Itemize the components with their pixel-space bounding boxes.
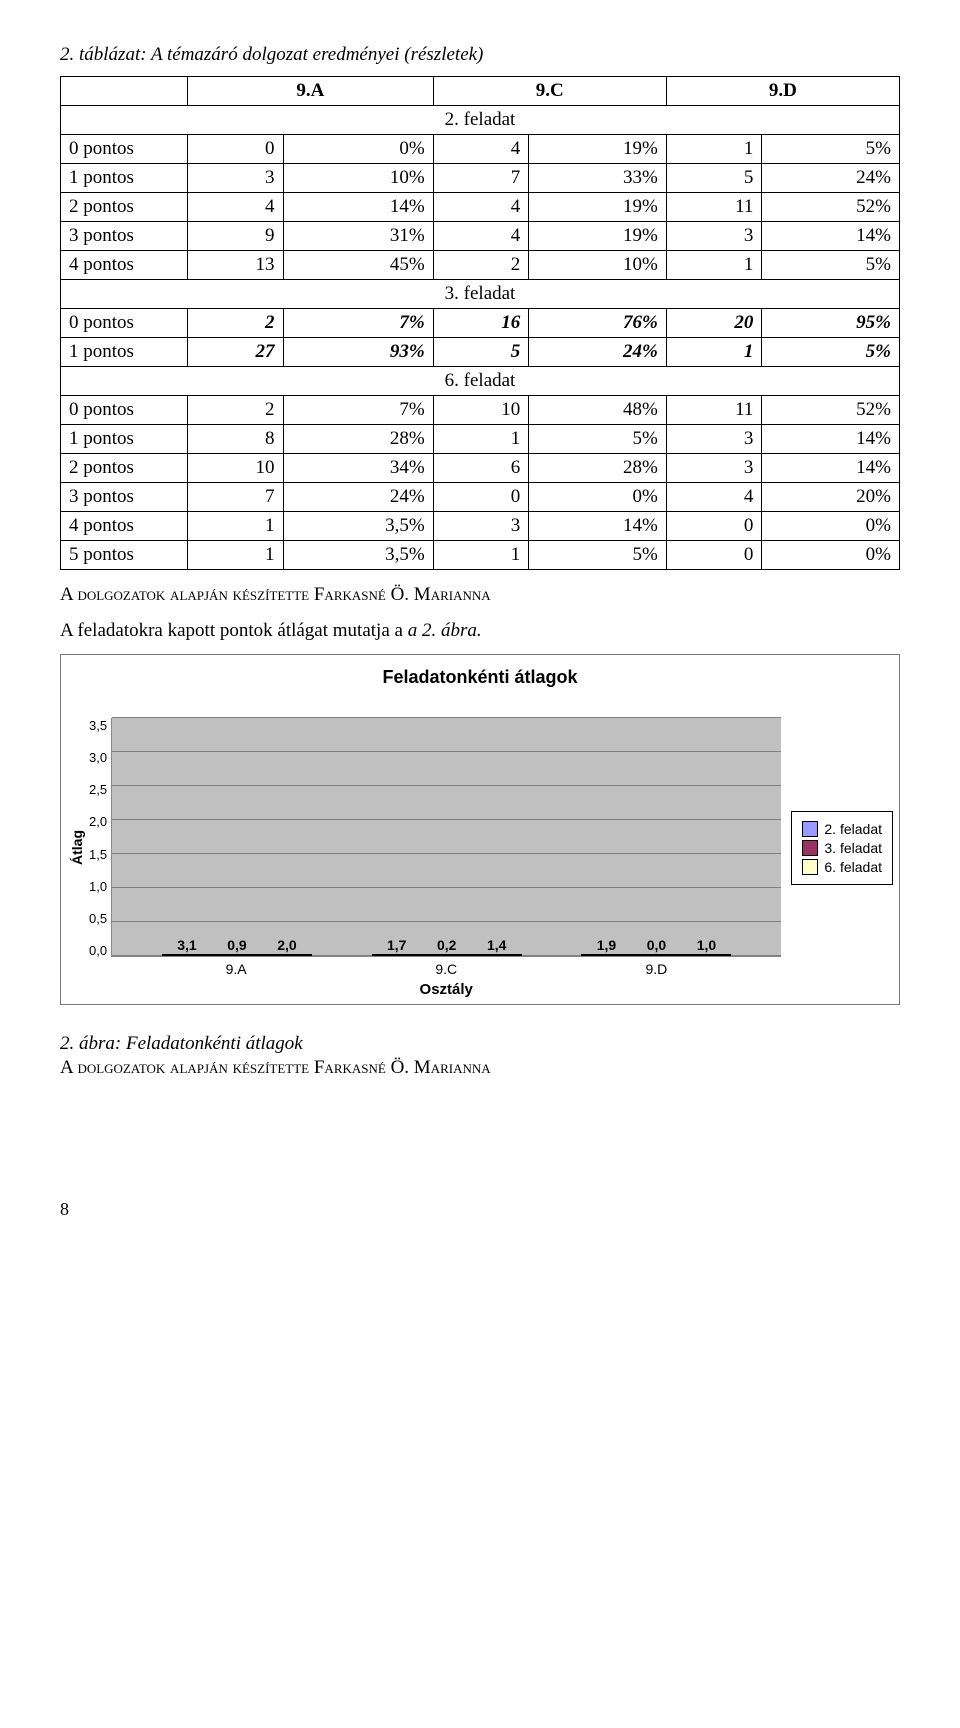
chart-body: Átlag 0,00,51,01,52,02,53,03,5 3,10,92,0… bbox=[67, 698, 893, 998]
bar: 1,7 bbox=[372, 954, 422, 956]
bar: 0,9 bbox=[212, 954, 262, 956]
table-row: 0 pontos27%1048%1152% bbox=[61, 396, 900, 425]
table-row: 3 pontos724%00%420% bbox=[61, 483, 900, 512]
section-row: 6. feladat bbox=[61, 367, 900, 396]
legend-item: 3. feladat bbox=[802, 840, 882, 856]
page-number: 8 bbox=[60, 1199, 900, 1220]
y-axis-label: Átlag bbox=[67, 698, 87, 998]
legend-item: 2. feladat bbox=[802, 821, 882, 837]
chart-container: Feladatonkénti átlagok Átlag 0,00,51,01,… bbox=[60, 654, 900, 1005]
table-row: 4 pontos1345%210%15% bbox=[61, 251, 900, 280]
x-axis-label: Osztály bbox=[111, 977, 781, 998]
chart-title: Feladatonkénti átlagok bbox=[67, 667, 893, 688]
table-row: 0 pontos27%1676%2095% bbox=[61, 309, 900, 338]
y-axis-ticks: 0,00,51,01,52,02,53,03,5 bbox=[87, 698, 111, 998]
table-row: 0 pontos00%419%15% bbox=[61, 135, 900, 164]
bar-group: 3,10,92,0 bbox=[132, 954, 342, 956]
bar: 0,2 bbox=[422, 954, 472, 956]
th-9c: 9.C bbox=[433, 77, 666, 106]
bar: 0,0 bbox=[631, 954, 681, 956]
credit-line-1: A dolgozatok alapján készítette Farkasné… bbox=[60, 584, 900, 606]
section-row: 3. feladat bbox=[61, 280, 900, 309]
legend-item: 6. feladat bbox=[802, 859, 882, 875]
bar: 1,0 bbox=[681, 954, 731, 956]
bar-group: 1,90,01,0 bbox=[552, 954, 762, 956]
results-table: 9.A 9.C 9.D 2. feladat0 pontos00%419%15%… bbox=[60, 76, 900, 570]
th-empty bbox=[61, 77, 188, 106]
plot-column: 3,10,92,01,70,21,41,90,01,0 9.A9.C9.D Os… bbox=[111, 698, 781, 998]
chart-legend: 2. feladat 3. feladat 6. feladat bbox=[791, 811, 893, 885]
figure-caption: 2. ábra: Feladatonkénti átlagok bbox=[60, 1033, 900, 1055]
table-header-row: 9.A 9.C 9.D bbox=[61, 77, 900, 106]
table-row: 2 pontos414%419%1152% bbox=[61, 193, 900, 222]
th-9d: 9.D bbox=[666, 77, 899, 106]
table-caption: 2. táblázat: A témazáró dolgozat eredmén… bbox=[60, 44, 900, 66]
mid-paragraph: A feladatokra kapott pontok átlágat muta… bbox=[60, 620, 900, 642]
bar: 3,1 bbox=[162, 954, 212, 956]
table-row: 1 pontos310%733%524% bbox=[61, 164, 900, 193]
table-row: 2 pontos1034%628%314% bbox=[61, 454, 900, 483]
credit-1-smallcaps: dolgozatok alapján készítette Farkasné Ö… bbox=[77, 584, 490, 605]
credit-1-prefix: A bbox=[60, 584, 77, 605]
x-axis-ticks: 9.A9.C9.D bbox=[111, 957, 781, 977]
bar: 1,4 bbox=[472, 954, 522, 956]
credit-2-smallcaps: dolgozatok alapján készítette Farkasné Ö… bbox=[77, 1057, 490, 1078]
plot-area: 3,10,92,01,70,21,41,90,01,0 bbox=[111, 718, 781, 957]
credit-2-prefix: A bbox=[60, 1057, 77, 1078]
mid-text-italic: a 2. ábra. bbox=[408, 620, 482, 641]
table-row: 1 pontos2793%524%15% bbox=[61, 338, 900, 367]
mid-text-plain: A feladatokra kapott pontok átlágat muta… bbox=[60, 620, 408, 641]
table-row: 5 pontos13,5%15%00% bbox=[61, 541, 900, 570]
bar-group: 1,70,21,4 bbox=[342, 954, 552, 956]
section-row: 2. feladat bbox=[61, 106, 900, 135]
bar: 1,9 bbox=[581, 954, 631, 956]
credit-line-2: A dolgozatok alapján készítette Farkasné… bbox=[60, 1057, 900, 1079]
table-row: 1 pontos828%15%314% bbox=[61, 425, 900, 454]
table-row: 4 pontos13,5%314%00% bbox=[61, 512, 900, 541]
bar: 2,0 bbox=[262, 954, 312, 956]
th-9a: 9.A bbox=[188, 77, 434, 106]
table-row: 3 pontos931%419%314% bbox=[61, 222, 900, 251]
